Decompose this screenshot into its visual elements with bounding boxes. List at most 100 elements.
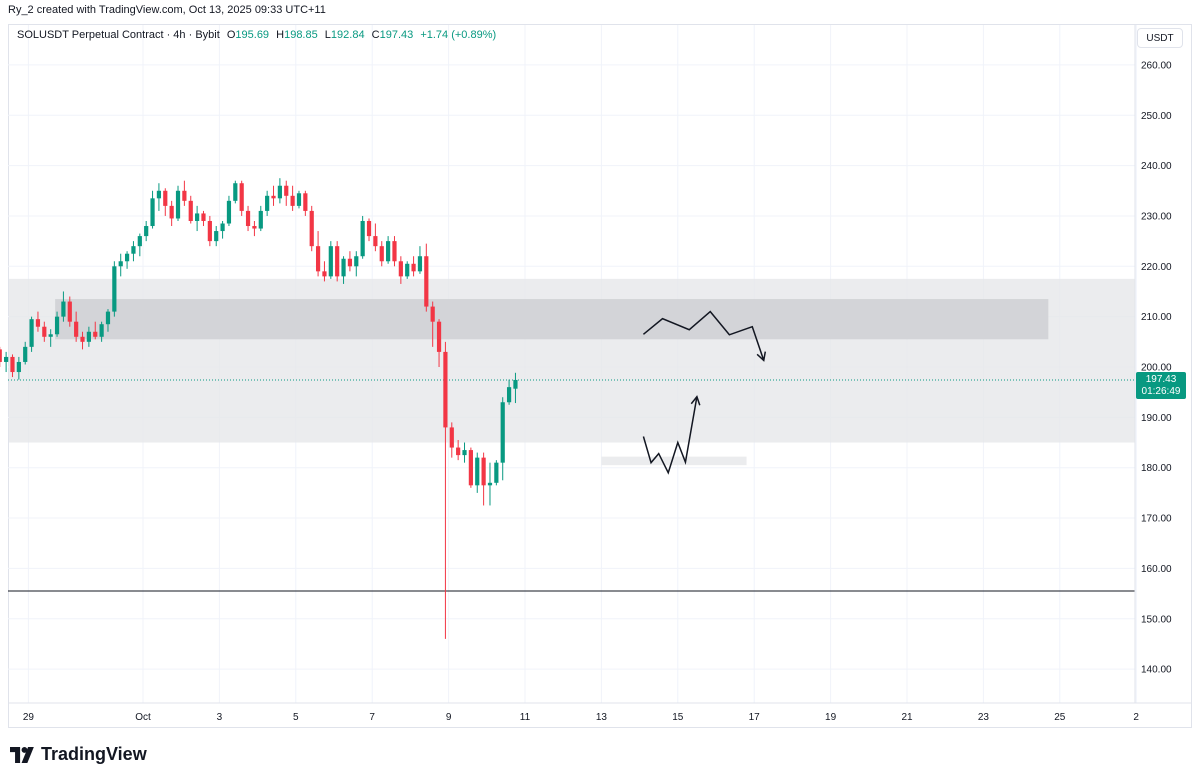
candle xyxy=(67,296,72,327)
price-tick-label: 240.00 xyxy=(1141,161,1172,172)
candle xyxy=(449,422,454,458)
tradingview-brand[interactable]: TradingView xyxy=(10,744,147,765)
candle-body xyxy=(252,226,257,229)
candle-body xyxy=(303,193,308,211)
brand-name: TradingView xyxy=(41,744,147,764)
candle xyxy=(328,241,333,279)
price-tick-label: 210.00 xyxy=(1141,312,1172,323)
candle xyxy=(245,205,251,232)
candle-body xyxy=(436,321,442,352)
high-value: 198.85 xyxy=(284,29,318,41)
candle-body xyxy=(354,256,359,267)
candle xyxy=(252,220,257,237)
horizontal-lines xyxy=(8,379,1135,592)
price-tick-label: 190.00 xyxy=(1141,413,1172,424)
candle xyxy=(379,241,384,267)
candle xyxy=(411,256,416,277)
candle xyxy=(48,329,53,347)
chart-credit: Ry_2 created with TradingView.com, Oct 1… xyxy=(8,4,326,16)
candle xyxy=(494,460,499,486)
candle-body xyxy=(175,190,181,219)
candle-body xyxy=(124,253,130,262)
candle xyxy=(443,341,448,639)
price-axis: 140.00 150.00 160.00 170.00 180.00 190.00 200.… xyxy=(1134,25,1172,703)
candle xyxy=(93,321,98,340)
candle xyxy=(513,372,518,404)
candle xyxy=(341,256,346,284)
candle xyxy=(436,319,442,367)
currency-button[interactable]: USDT xyxy=(1137,28,1183,48)
projection-path xyxy=(642,310,765,361)
candle-body xyxy=(150,198,155,227)
candle xyxy=(506,379,512,405)
price-tick-label: 170.00 xyxy=(1141,514,1172,525)
price-tick-label: 140.00 xyxy=(1141,665,1172,676)
candle xyxy=(226,195,232,227)
candle xyxy=(124,251,130,269)
candle-body xyxy=(373,236,378,247)
candle-body xyxy=(449,427,454,448)
candle xyxy=(392,236,397,267)
candle-body xyxy=(475,457,480,486)
candle-body xyxy=(347,258,353,267)
candle-body xyxy=(195,213,200,221)
candle-body xyxy=(456,447,461,456)
candle xyxy=(131,241,136,262)
candle xyxy=(430,301,435,347)
candle xyxy=(335,241,340,282)
candle xyxy=(188,195,193,224)
candle-body xyxy=(315,246,321,272)
candle-body xyxy=(220,223,225,232)
candle xyxy=(169,200,174,227)
candle-body xyxy=(67,301,72,322)
low-label: L xyxy=(324,29,331,41)
time-tick-label: 9 xyxy=(446,712,452,723)
candle xyxy=(309,205,314,252)
candle-body xyxy=(10,356,15,373)
candle xyxy=(347,251,353,272)
candle xyxy=(220,220,225,239)
candle xyxy=(86,326,91,347)
candle xyxy=(61,291,66,322)
candle xyxy=(137,233,142,257)
candle xyxy=(74,311,79,342)
candle-body xyxy=(137,236,142,247)
candles xyxy=(0,178,518,639)
candle xyxy=(468,447,473,488)
candle xyxy=(265,190,270,216)
candle-body xyxy=(430,306,435,322)
candle-body xyxy=(494,462,499,483)
candle-body xyxy=(131,246,136,254)
candle xyxy=(0,346,2,367)
time-tick-label: 19 xyxy=(825,712,837,723)
candle-body xyxy=(54,316,60,335)
candle xyxy=(296,190,302,209)
candle-body xyxy=(163,190,168,206)
candle-body xyxy=(296,193,302,206)
candle xyxy=(163,188,168,216)
candle-body xyxy=(487,482,493,486)
candle-body xyxy=(61,301,66,317)
projection-drawings xyxy=(642,310,767,475)
candle xyxy=(284,180,289,206)
price-tick-label: 200.00 xyxy=(1141,363,1172,374)
candle-body xyxy=(48,334,53,337)
candle xyxy=(4,351,9,373)
open-label: O xyxy=(226,29,236,41)
candle-body xyxy=(462,450,467,456)
candle-body xyxy=(182,190,187,201)
candle-body xyxy=(290,195,295,206)
symbol-legend: SOLUSDT Perpetual Contract · 4h · Bybit … xyxy=(17,29,496,41)
candle-body xyxy=(366,220,372,237)
candle xyxy=(112,261,117,317)
candle xyxy=(360,215,365,259)
time-tick-label: 2 xyxy=(1133,712,1139,723)
price-zone xyxy=(55,299,1049,340)
candle-body xyxy=(309,210,314,247)
time-tick-label: 13 xyxy=(596,712,608,723)
candle-body xyxy=(42,326,47,337)
tradingview-logo-icon xyxy=(10,746,34,763)
candle-body xyxy=(214,231,219,242)
candle xyxy=(144,220,149,242)
